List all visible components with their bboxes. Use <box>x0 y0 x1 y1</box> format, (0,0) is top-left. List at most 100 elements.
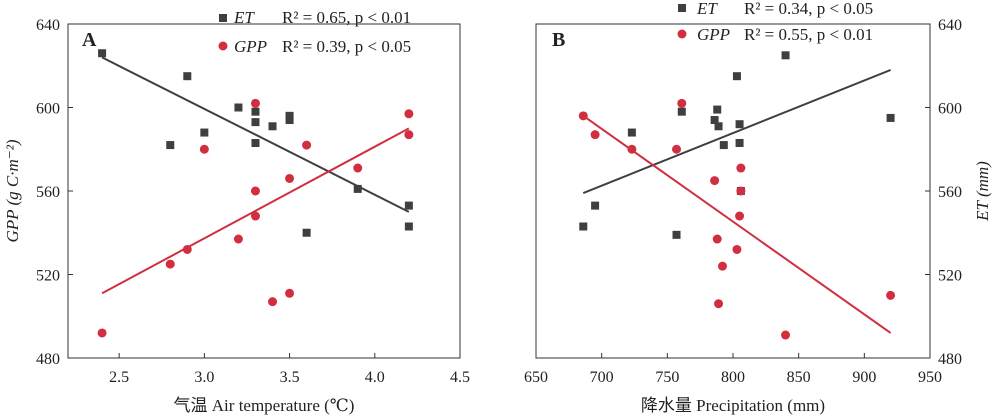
panel-b-y-tick-label: 640 <box>938 17 962 34</box>
panel-b-x-tick-label: 800 <box>721 369 745 386</box>
panel-a-y-tick-label: 480 <box>36 351 60 368</box>
panel-a-y-tick-label: 600 <box>36 101 60 118</box>
panel-b-gpp-point <box>886 290 896 300</box>
panel-b-gpp-point <box>712 234 722 244</box>
panel-b-gpp-point <box>578 111 588 121</box>
panel-b-x-tick-label: 700 <box>590 369 614 386</box>
panel-a-x-axis-title: 气温 Air temperature (℃) <box>174 396 355 415</box>
panel-b-et-point <box>735 120 744 129</box>
legend-gpp-name: GPP <box>234 37 267 56</box>
panel-b-gpp-point <box>627 144 637 154</box>
legend-et-stat: R² = 0.34, p < 0.05 <box>744 0 873 18</box>
panel-b-gpp-point <box>672 144 682 154</box>
panel-b-gpp-point <box>736 186 746 196</box>
panel-a-et-point <box>404 201 413 210</box>
panel-a-gpp-point <box>285 173 295 183</box>
panel-b-gpp-point <box>732 244 742 254</box>
panel-a-x-tick-label: 4.0 <box>365 369 385 386</box>
legend-gpp-marker <box>677 29 687 39</box>
panel-b-x-tick-label: 750 <box>655 369 679 386</box>
panel-a-gpp-point <box>233 234 243 244</box>
panel-b-et-point <box>781 51 790 60</box>
legend-et-name: ET <box>696 0 718 18</box>
panel-b-y-tick-label: 560 <box>938 184 962 201</box>
panel-b-et-fit-line <box>582 68 891 195</box>
panel-a-gpp-point <box>302 140 312 150</box>
panel-a-y-tick-label: 640 <box>36 17 60 34</box>
legend-gpp-stat: R² = 0.39, p < 0.05 <box>282 37 411 56</box>
panel-b-x-tick-label: 950 <box>918 369 942 386</box>
panel-b-et-point <box>713 105 722 114</box>
panel-a-et-point <box>251 138 260 147</box>
panel-a-gpp-point <box>268 297 278 307</box>
panel-a-gpp-point <box>250 186 260 196</box>
panel-b-et-point <box>591 201 600 210</box>
panel-a-x-tick-label: 3.5 <box>280 369 300 386</box>
panel-a-et-point <box>302 228 311 237</box>
panel-b-gpp-point <box>714 299 724 309</box>
panel-a-gpp-point <box>199 144 209 154</box>
panel-b-et-point <box>710 116 719 125</box>
panel-a-gpp-fit-line <box>101 127 410 295</box>
panel-b-et-point <box>714 122 723 131</box>
legend-gpp-marker <box>218 41 228 51</box>
panel-a-et-point <box>98 49 107 58</box>
panel-a-gpp-point <box>250 98 260 108</box>
legend-et-marker <box>678 4 686 12</box>
panel-a-et-point <box>285 116 294 125</box>
legend-gpp-stat: R² = 0.55, p < 0.01 <box>744 25 873 44</box>
panel-b-et-point <box>732 72 741 81</box>
panel-b-gpp-point <box>736 163 746 173</box>
legend-et-name: ET <box>233 8 255 27</box>
panel-a: A 气温 Air temperature (℃) GPP (g C·m⁻²) E… <box>3 8 470 415</box>
panel-b-gpp-point <box>677 98 687 108</box>
panel-b-y-tick-label: 600 <box>938 101 962 118</box>
panel-b-et-point <box>735 138 744 147</box>
panel-a-et-point <box>285 111 294 120</box>
panel-b-y-tick-label: 520 <box>938 268 962 285</box>
panel-b-gpp-point <box>710 176 720 186</box>
panel-a-x-tick-label: 3.0 <box>194 369 214 386</box>
panel-a-et-point <box>183 72 192 81</box>
panel-b-gpp-point <box>590 130 600 140</box>
panel-b-et-point <box>677 107 686 116</box>
panel-a-et-point <box>251 107 260 116</box>
panel-b-gpp-point <box>717 261 727 271</box>
panel-a-x-tick-label: 2.5 <box>109 369 129 386</box>
panel-a-gpp-point <box>97 328 107 338</box>
panel-a-x-tick-label: 4.5 <box>450 369 470 386</box>
legend-et-stat: R² = 0.65, p < 0.01 <box>282 8 411 27</box>
panel-a-gpp-point <box>250 211 260 221</box>
panel-a-gpp-point <box>165 259 175 269</box>
panel-a-y-tick-label: 520 <box>36 268 60 285</box>
panel-b-et-point <box>672 230 681 239</box>
panel-a-et-point <box>234 103 243 112</box>
panel-b-legend: ET R² = 0.34, p < 0.05 GPP R² = 0.55, p … <box>677 0 873 44</box>
panel-b-et-point <box>579 222 588 231</box>
panel-b-et-point <box>886 113 895 122</box>
panel-a-gpp-point <box>404 109 414 119</box>
panel-b: B 降水量 Precipitation (mm) ET (mm) ET R² =… <box>524 0 992 415</box>
panel-b-x-tick-label: 900 <box>852 369 876 386</box>
panel-b-x-tick-label: 850 <box>787 369 811 386</box>
panel-b-gpp-point <box>735 211 745 221</box>
panel-a-y-tick-label: 560 <box>36 184 60 201</box>
panel-b-x-axis-title: 降水量 Precipitation (mm) <box>641 396 825 415</box>
panel-a-gpp-point <box>404 130 414 140</box>
panel-a-et-point <box>200 128 209 137</box>
panel-a-legend: ET R² = 0.65, p < 0.01 GPP R² = 0.39, p … <box>218 8 411 56</box>
panel-a-et-point <box>251 118 260 127</box>
panel-b-y-axis-title: ET (mm) <box>973 161 992 222</box>
panel-a-gpp-point <box>285 288 295 298</box>
panel-b-x-tick-label: 650 <box>524 369 548 386</box>
panel-b-label: B <box>552 29 565 51</box>
legend-et-marker <box>219 14 227 22</box>
panel-a-et-point <box>404 222 413 231</box>
panel-b-gpp-point <box>781 330 791 340</box>
panel-a-frame <box>67 23 461 359</box>
panel-a-et-point <box>353 184 362 193</box>
panel-b-y-tick-label: 480 <box>938 351 962 368</box>
panel-a-et-point <box>268 122 277 131</box>
panel-a-et-point <box>166 141 175 150</box>
